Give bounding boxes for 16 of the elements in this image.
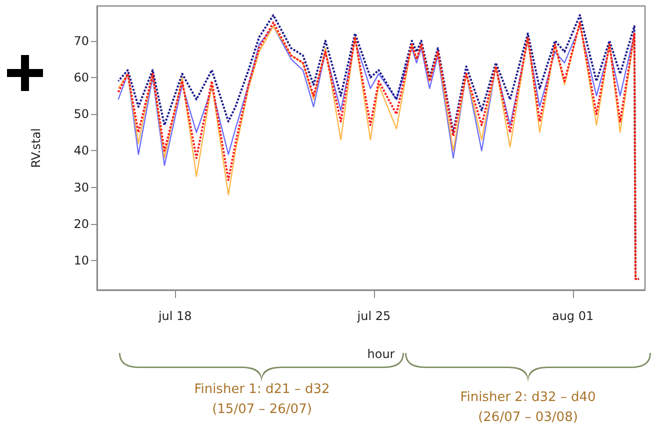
y-tick-label: 70 bbox=[74, 34, 89, 48]
text: Finisher 1: d21 – d32 bbox=[194, 382, 330, 397]
y-tick-label: 20 bbox=[74, 217, 89, 232]
x-tick-label: jul 18 bbox=[157, 309, 192, 323]
y-tick-label: 30 bbox=[74, 180, 89, 194]
x-tick-label: jul 25 bbox=[356, 309, 391, 323]
y-axis-title: RV.stal bbox=[29, 128, 43, 168]
y-tick-label: 40 bbox=[74, 144, 89, 158]
text: (26/07 – 03/08) bbox=[478, 410, 578, 425]
y-tick-label: 10 bbox=[74, 254, 89, 268]
text: (15/07 – 26/07) bbox=[212, 402, 312, 417]
x-tick-label: aug 01 bbox=[552, 309, 594, 323]
y-tick-label: 50 bbox=[74, 107, 89, 122]
x-axis-title: hour bbox=[367, 347, 395, 361]
y-tick-label: 60 bbox=[74, 70, 89, 84]
text: Finisher 2: d32 – d40 bbox=[460, 390, 596, 405]
